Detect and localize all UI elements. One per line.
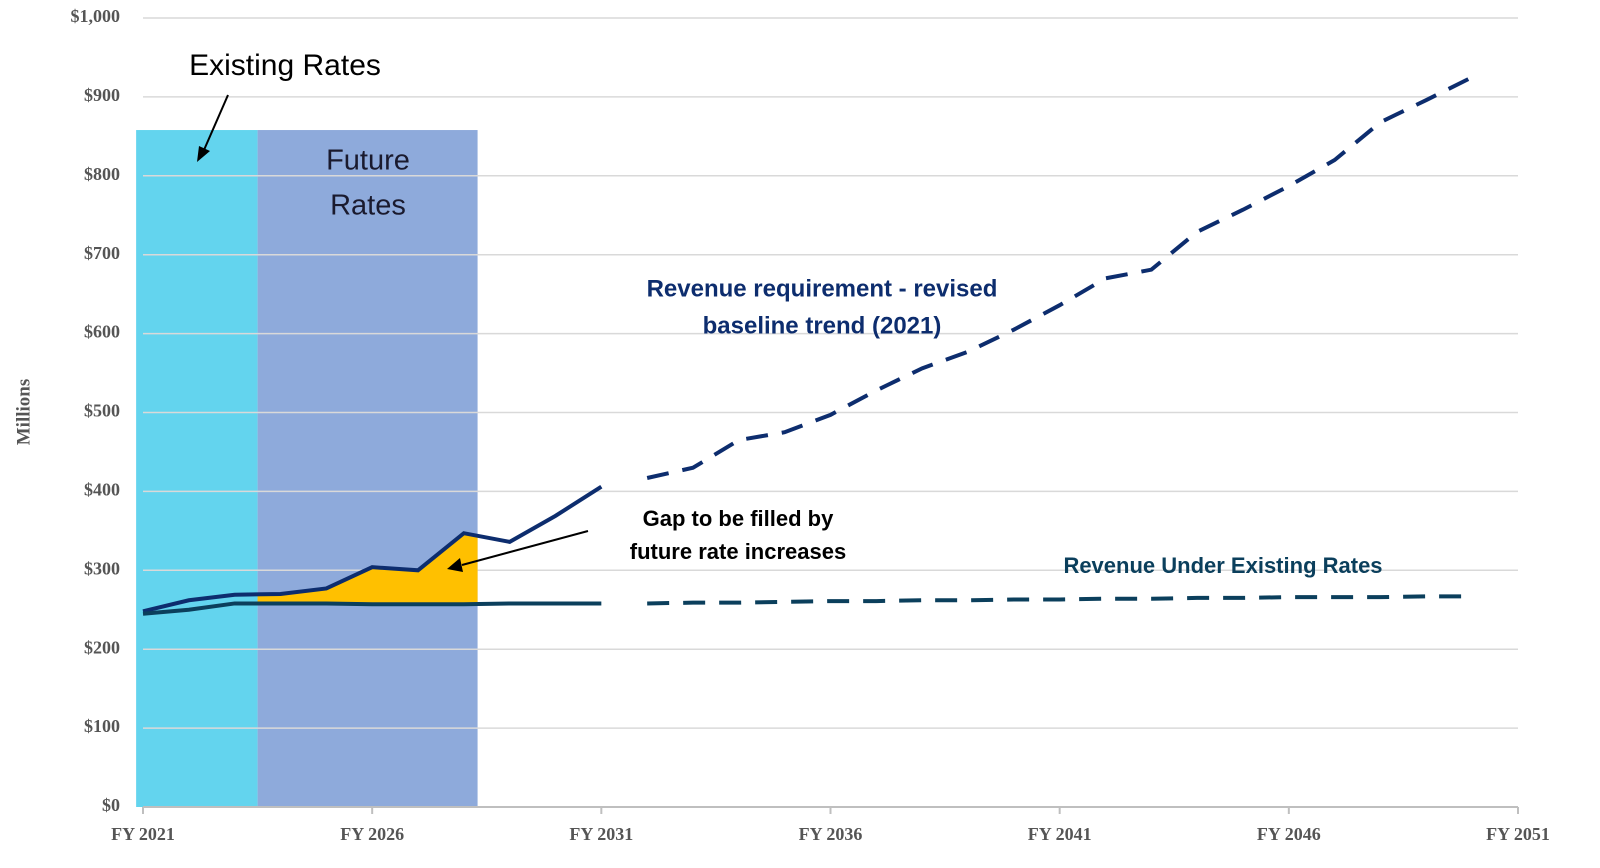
x-tick-label: FY 2046 — [1257, 824, 1321, 844]
grid — [142, 17, 1519, 814]
x-tick-label: FY 2031 — [569, 824, 633, 844]
rate-band — [257, 130, 478, 808]
y-axis-label: Millions — [13, 379, 34, 446]
arrow-head — [447, 558, 463, 572]
arrow — [461, 530, 589, 566]
y-tick-label: $500 — [84, 401, 120, 421]
bands — [136, 130, 478, 808]
annotation: Gap to be filled by — [643, 506, 834, 531]
gap-fill — [257, 533, 478, 605]
rate-band — [136, 130, 258, 808]
x-tick-label: FY 2036 — [799, 824, 863, 844]
y-tick-label: $800 — [84, 164, 120, 184]
annotation: Revenue Under Existing Rates — [1063, 553, 1382, 578]
y-tick-label: $0 — [102, 795, 120, 815]
line-solid — [142, 484, 603, 614]
arrow-head — [197, 146, 210, 162]
y-tick-label: $200 — [84, 637, 120, 657]
annotation: baseline trend (2021) — [703, 312, 942, 339]
line-solid — [142, 601, 602, 616]
marks — [142, 75, 1474, 616]
x-tick-label: FY 2021 — [111, 824, 175, 844]
y-tick-label: $900 — [84, 85, 120, 105]
annotation: Rates — [330, 190, 406, 222]
y-tick-label: $700 — [84, 243, 120, 263]
y-tick-label: $600 — [84, 322, 120, 342]
annotation: Existing Rates — [189, 49, 381, 82]
line-dashed — [646, 75, 1474, 480]
y-tick-label: $400 — [84, 480, 120, 500]
line-dashed — [647, 594, 1473, 606]
annotation: future rate increases — [630, 539, 846, 564]
annotation: Revenue requirement - revised — [647, 275, 998, 302]
y-tick-label: $300 — [84, 558, 120, 578]
y-tick-label: $100 — [84, 716, 120, 736]
arrow — [203, 94, 229, 151]
x-tick-label: FY 2051 — [1486, 824, 1550, 844]
annotation: Future — [326, 145, 410, 177]
x-tick-label: FY 2041 — [1028, 824, 1092, 844]
x-tick-label: FY 2026 — [340, 824, 404, 844]
y-tick-label: $1,000 — [71, 6, 121, 26]
